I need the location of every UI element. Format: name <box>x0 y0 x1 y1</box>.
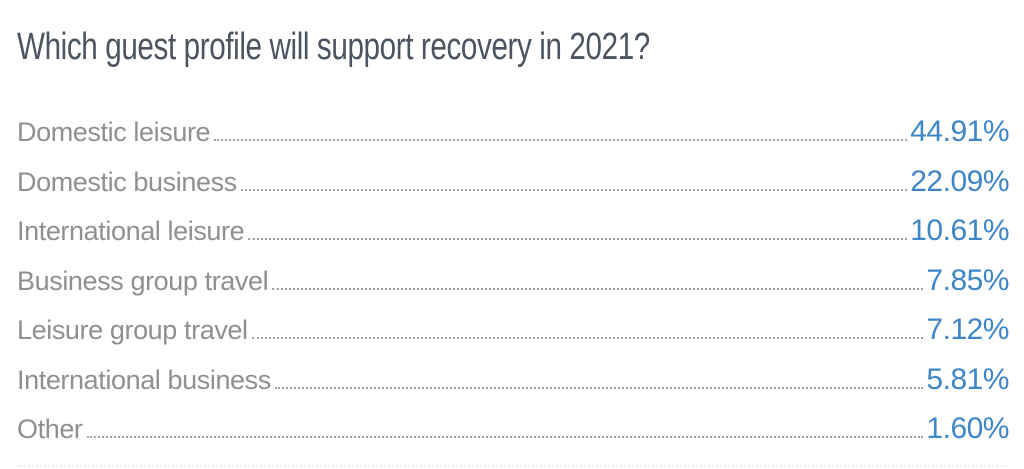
profile-label: Domestic business <box>17 166 237 197</box>
profile-label: International leisure <box>17 216 245 246</box>
profile-value: 7.85% <box>926 263 1009 297</box>
list-item: International leisure 10.61% <box>17 203 1009 253</box>
profile-label: Business group travel <box>17 265 269 296</box>
profile-value: 10.61% <box>910 214 1009 247</box>
list-item: International business 5.81% <box>17 352 1009 402</box>
leader-dots <box>248 238 908 240</box>
list-item: Domestic leisure 44.91% <box>17 104 1009 154</box>
leader-dots <box>272 287 924 290</box>
leader-dots <box>240 188 908 191</box>
profile-value: 1.60% <box>926 412 1009 445</box>
profile-value: 22.09% <box>910 164 1009 198</box>
cutoff-leader-dots <box>17 465 1009 467</box>
list-item: Business group travel 7.85% <box>17 253 1009 303</box>
profile-label: Other <box>17 414 83 444</box>
leader-dots <box>274 386 924 389</box>
guest-profile-list: Domestic leisure 44.91% Domestic busines… <box>17 104 1009 451</box>
profile-label: Domestic leisure <box>17 117 211 147</box>
list-item: Domestic business 22.09% <box>17 154 1009 204</box>
profile-value: 7.12% <box>926 313 1009 346</box>
page-title: Which guest profile will support recover… <box>17 26 650 68</box>
profile-label: Leisure group travel <box>17 315 248 345</box>
profile-label: International business <box>17 364 271 395</box>
profile-value: 5.81% <box>926 362 1009 396</box>
list-item: Leisure group travel 7.12% <box>17 302 1009 352</box>
profile-value: 44.91% <box>910 115 1009 148</box>
leader-dots <box>251 337 924 339</box>
leader-dots <box>214 139 908 141</box>
leader-dots <box>86 436 924 438</box>
list-item: Other 1.60% <box>17 401 1009 451</box>
